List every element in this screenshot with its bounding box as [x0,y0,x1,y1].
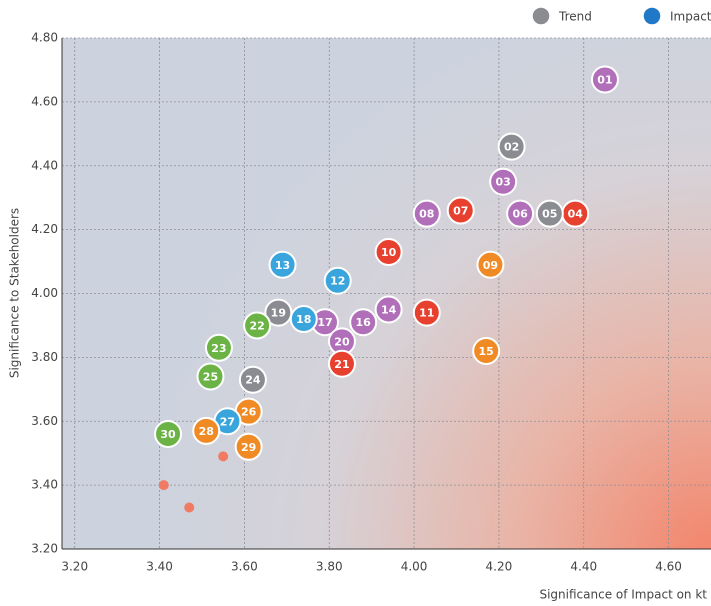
point-label: 20 [334,335,350,348]
point [184,502,195,513]
point [204,333,233,362]
point-label: 04 [568,208,584,221]
point-label: 26 [241,406,257,419]
legend-label: Trend [558,10,592,24]
x-tick-label: 4.60 [655,560,682,574]
point-label: 18 [296,313,311,326]
point-label: 03 [495,176,510,189]
point-label: 09 [483,259,498,272]
point [192,416,221,445]
point-label: 13 [275,259,290,272]
y-tick-label: 3.60 [31,414,58,428]
point [412,199,441,228]
point-label: 27 [220,415,235,428]
point-label: 21 [334,358,349,371]
x-tick-label: 3.20 [61,560,88,574]
y-tick-label: 4.60 [31,94,58,108]
x-tick-label: 3.80 [316,560,343,574]
point-label: 15 [479,345,494,358]
x-axis-label: Significance of Impact on kt [539,588,707,602]
point [535,199,564,228]
point [264,298,293,327]
point-label: 10 [381,246,397,259]
legend-label: Impact [670,10,711,24]
point-label: 06 [512,208,528,221]
point [243,311,272,340]
point [154,420,183,449]
point [374,295,403,324]
point [323,266,352,295]
point-label: 22 [249,319,264,332]
point-label: 28 [199,425,214,438]
y-tick-label: 4.00 [31,286,58,300]
y-tick-label: 3.20 [31,542,58,556]
y-axis-label: Significance to Stakeholders [8,208,22,378]
y-tick-label: 3.80 [31,350,58,364]
point [476,250,505,279]
y-tick-label: 4.80 [31,31,58,45]
point-label: 17 [317,316,332,329]
point-label: 01 [597,74,612,87]
point [234,432,263,461]
point [506,199,535,228]
point-label: 16 [356,316,372,329]
point-label: 07 [453,204,468,217]
x-tick-label: 3.40 [146,560,173,574]
point [472,336,501,365]
point [327,349,356,378]
point-label: 08 [419,208,434,221]
point-label: 14 [381,303,397,316]
point [238,365,267,394]
x-tick-label: 4.00 [401,560,428,574]
point [374,237,403,266]
point-label: 05 [542,208,557,221]
y-tick-label: 3.40 [31,478,58,492]
legend-swatch [642,6,662,26]
point-label: 12 [330,275,345,288]
point-label: 29 [241,441,256,454]
point [196,362,225,391]
y-tick-label: 4.20 [31,222,58,236]
marks: 01 02 03 04 05 06 07 08 09 10 11 12 13 14 15 16 17 18 19 20… [154,65,619,513]
point [412,298,441,327]
point [590,65,619,94]
point-label: 11 [419,307,434,320]
point-label: 30 [160,428,176,441]
point-label: 25 [203,371,218,384]
point [497,132,526,161]
y-tick-label: 4.40 [31,158,58,172]
point [218,451,229,462]
point-label: 23 [211,342,226,355]
point [158,480,169,491]
point [268,250,297,279]
point [489,167,518,196]
legend-swatch [531,6,551,26]
point-label: 02 [504,141,519,154]
x-tick-label: 4.20 [486,560,513,574]
x-tick-label: 3.60 [231,560,258,574]
point [349,308,378,337]
point-label: 24 [245,374,261,387]
point-label: 19 [271,307,286,320]
point [446,196,475,225]
x-tick-label: 4.40 [570,560,597,574]
